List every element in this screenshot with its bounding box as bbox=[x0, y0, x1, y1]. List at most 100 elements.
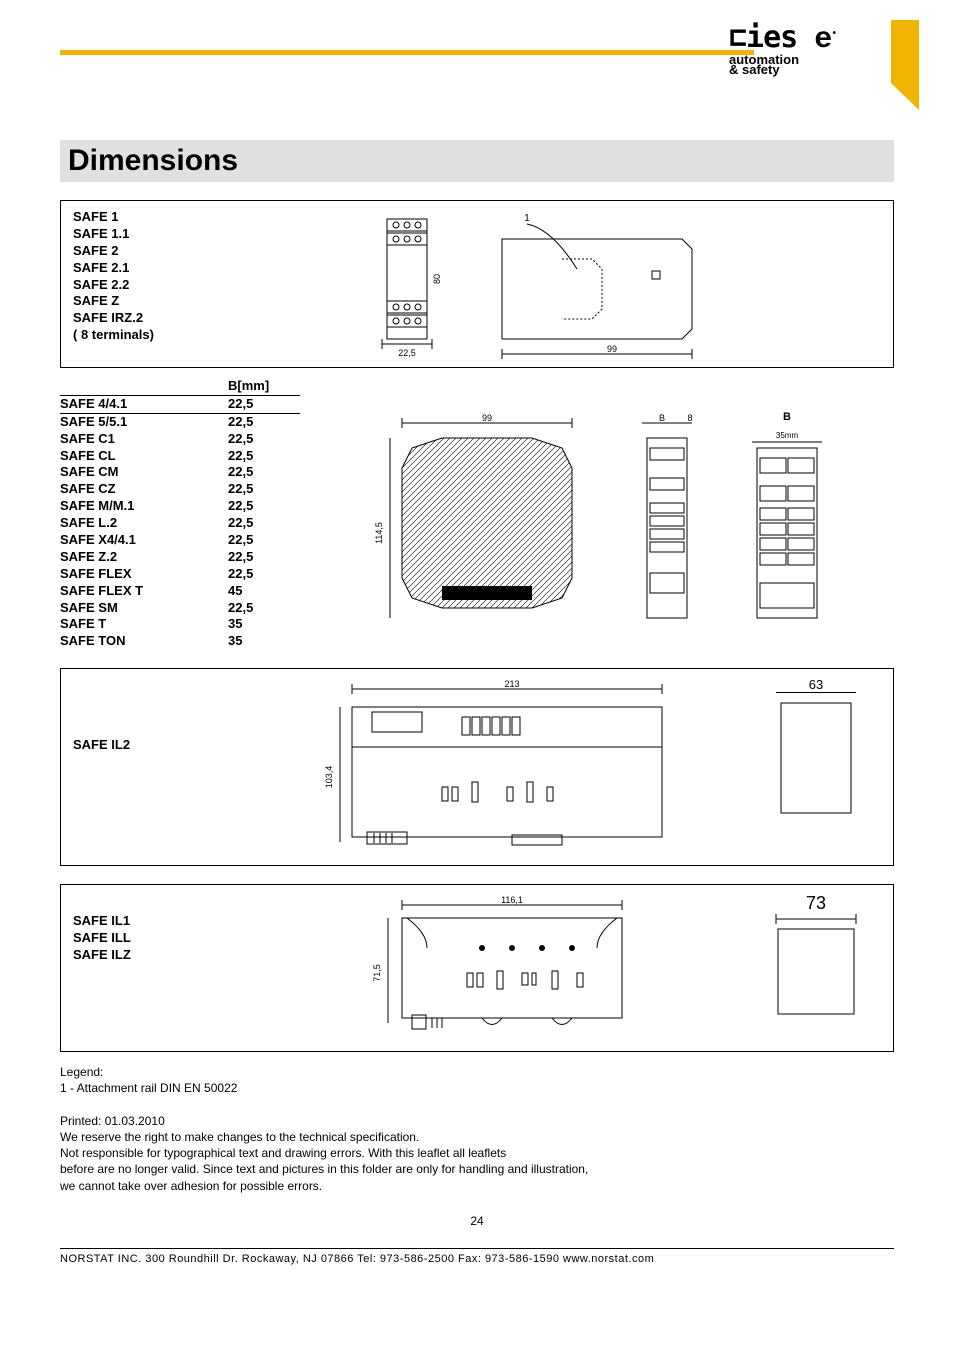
table-cell-name: SAFE CL bbox=[60, 448, 220, 465]
table-cell-name: SAFE FLEX T bbox=[60, 583, 220, 600]
table-row: SAFE TON35 bbox=[60, 633, 310, 650]
box4-side: 73 bbox=[751, 893, 881, 1024]
table-row: SAFE CM22,5 bbox=[60, 464, 310, 481]
table-row: SAFE T35 bbox=[60, 616, 310, 633]
table-cell-name: SAFE 5/5.1 bbox=[60, 414, 220, 431]
legend-p1: We reserve the right to make changes to … bbox=[60, 1129, 894, 1145]
header-rule bbox=[60, 50, 754, 55]
box4-labels: SAFE IL1 SAFE ILL SAFE ILZ bbox=[73, 893, 253, 964]
box3-labels: SAFE IL2 bbox=[73, 677, 253, 754]
table-cell-name: SAFE TON bbox=[60, 633, 220, 650]
side-view-icon: 1 99 bbox=[482, 209, 762, 359]
table-cell-name: SAFE C1 bbox=[60, 431, 220, 448]
top-view-icon: 99 114,5 bbox=[372, 408, 602, 628]
box1-diagram: 80 22,5 1 99 bbox=[253, 209, 881, 359]
legend-p3: before are no longer valid. Since text a… bbox=[60, 1161, 894, 1177]
svg-text:213: 213 bbox=[504, 679, 519, 689]
table-header-b: B[mm] bbox=[220, 378, 300, 396]
table-cell-name: SAFE 4/4.1 bbox=[60, 396, 220, 414]
table-cell-value: 22,5 bbox=[220, 414, 300, 431]
legend-printed: Printed: 01.03.2010 bbox=[60, 1113, 894, 1129]
dim-73: 73 bbox=[771, 893, 861, 914]
table-cell-value: 22,5 bbox=[220, 515, 300, 532]
box3-side: 63 bbox=[751, 677, 881, 823]
legend-title: Legend: bbox=[60, 1064, 894, 1080]
label: SAFE IL2 bbox=[73, 737, 253, 754]
table-cell-value: 45 bbox=[220, 583, 300, 600]
table-cell-value: 22,5 bbox=[220, 532, 300, 549]
il2-side-icon bbox=[771, 693, 861, 823]
legend-block: Legend: 1 - Attachment rail DIN EN 50022… bbox=[60, 1064, 894, 1194]
label: SAFE 2.1 bbox=[73, 260, 253, 277]
table-row: SAFE M/M.122,5 bbox=[60, 498, 310, 515]
table-cell-name: SAFE Z.2 bbox=[60, 549, 220, 566]
table-row: SAFE FLEX22,5 bbox=[60, 566, 310, 583]
table-cell-value: 22,5 bbox=[220, 464, 300, 481]
svg-text:35mm: 35mm bbox=[776, 431, 799, 440]
label: SAFE IRZ.2 bbox=[73, 310, 253, 327]
table-row: SAFE 4/4.122,5 bbox=[60, 396, 310, 414]
table-cell-value: 22,5 bbox=[220, 448, 300, 465]
table-cell-name: SAFE X4/4.1 bbox=[60, 532, 220, 549]
table-cell-value: 35 bbox=[220, 616, 300, 633]
il1-front-icon: 116,1 71,5 bbox=[342, 893, 662, 1043]
label: ( 8 terminals) bbox=[73, 327, 253, 344]
table-cell-value: 22,5 bbox=[220, 566, 300, 583]
legend-line1: 1 - Attachment rail DIN EN 50022 bbox=[60, 1080, 894, 1096]
side-small-icon: B 8 bbox=[632, 408, 712, 628]
label: SAFE 2 bbox=[73, 243, 253, 260]
table-cell-name: SAFE SM bbox=[60, 600, 220, 617]
page-title: Dimensions bbox=[60, 140, 894, 182]
brand-logo: ⊏ies e• automation & safety bbox=[729, 20, 919, 110]
il2-front-icon: 213 103,4 bbox=[312, 677, 692, 857]
table-cell-name: SAFE CZ bbox=[60, 481, 220, 498]
svg-text:8: 8 bbox=[687, 413, 692, 423]
table-row: SAFE SM22,5 bbox=[60, 600, 310, 617]
svg-text:B: B bbox=[783, 411, 791, 423]
table-row: SAFE C122,5 bbox=[60, 431, 310, 448]
table-cell-name: SAFE M/M.1 bbox=[60, 498, 220, 515]
table-cell-value: 35 bbox=[220, 633, 300, 650]
box4-diagram: 116,1 71,5 bbox=[253, 893, 751, 1043]
svg-text:80: 80 bbox=[432, 274, 442, 284]
table-cell-name: SAFE T bbox=[60, 616, 220, 633]
legend-p4: we cannot take over adhesion for possibl… bbox=[60, 1178, 894, 1194]
table-cell-name: SAFE CM bbox=[60, 464, 220, 481]
svg-text:99: 99 bbox=[607, 344, 617, 354]
table-cell-value: 22,5 bbox=[220, 396, 300, 414]
table-cell-value: 22,5 bbox=[220, 600, 300, 617]
table-cell-value: 22,5 bbox=[220, 481, 300, 498]
svg-text:114,5: 114,5 bbox=[374, 522, 384, 544]
dimensions-table: B[mm] SAFE 4/4.122,5SAFE 5/5.122,5SAFE C… bbox=[60, 378, 310, 650]
label: SAFE ILZ bbox=[73, 947, 253, 964]
dimensions-box-4: SAFE IL1 SAFE ILL SAFE ILZ 116,1 bbox=[60, 884, 894, 1052]
svg-text:B: B bbox=[659, 413, 665, 423]
footer: NORSTAT INC. 300 Roundhill Dr. Rockaway,… bbox=[60, 1248, 894, 1265]
table-row: SAFE CZ22,5 bbox=[60, 481, 310, 498]
dimensions-table-block: B[mm] SAFE 4/4.122,5SAFE 5/5.122,5SAFE C… bbox=[60, 378, 894, 650]
svg-text:99: 99 bbox=[482, 413, 492, 423]
dim-63: 63 bbox=[776, 677, 856, 693]
label: SAFE IL1 bbox=[73, 913, 253, 930]
svg-text:1: 1 bbox=[524, 213, 530, 224]
svg-text:71,5: 71,5 bbox=[372, 964, 382, 982]
table-diagram: 99 114,5 B 8 bbox=[310, 378, 894, 628]
svg-text:103,4: 103,4 bbox=[324, 766, 334, 789]
box3-diagram: 213 103,4 bbox=[253, 677, 751, 857]
table-header-blank bbox=[60, 378, 220, 396]
label: SAFE 2.2 bbox=[73, 277, 253, 294]
table-row: SAFE CL22,5 bbox=[60, 448, 310, 465]
page-number: 24 bbox=[60, 1214, 894, 1228]
table-cell-value: 22,5 bbox=[220, 549, 300, 566]
table-row: SAFE Z.222,5 bbox=[60, 549, 310, 566]
il1-side-icon bbox=[766, 914, 866, 1024]
dimensions-box-3: SAFE IL2 213 bbox=[60, 668, 894, 866]
right-narrow-icon: B 35mm bbox=[742, 408, 832, 628]
svg-text:116,1: 116,1 bbox=[501, 895, 523, 905]
table-cell-name: SAFE L.2 bbox=[60, 515, 220, 532]
label: SAFE Z bbox=[73, 293, 253, 310]
table-row: SAFE L.222,5 bbox=[60, 515, 310, 532]
table-row: SAFE X4/4.122,5 bbox=[60, 532, 310, 549]
label: SAFE 1 bbox=[73, 209, 253, 226]
dimensions-box-1: SAFE 1 SAFE 1.1 SAFE 2 SAFE 2.1 SAFE 2.2… bbox=[60, 200, 894, 368]
